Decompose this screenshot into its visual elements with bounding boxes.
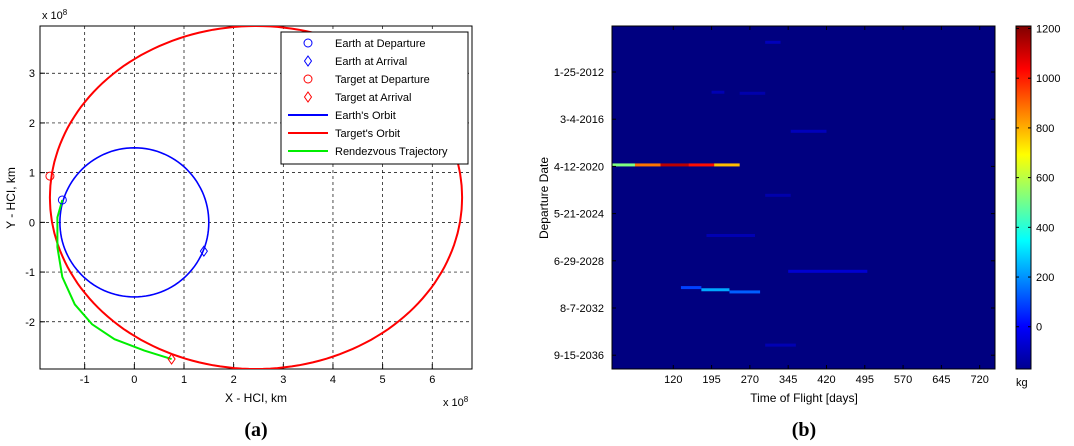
colorbar: 0 200 400 600 800 1000 1200 kg	[1016, 23, 1060, 389]
heatmap-cell	[740, 92, 766, 95]
orbit-x-tick-label: 5	[380, 374, 386, 386]
heatmap-y-axis-label: Departure Date	[537, 157, 551, 239]
heatmap-x-tick-label: 195	[702, 374, 720, 386]
heatmap-cell	[661, 163, 689, 166]
orbit-y-tick-label: 0	[29, 217, 35, 229]
orbit-legend: Earth at Departure Earth at Arrival Target…	[281, 32, 468, 164]
heatmap-cell	[714, 163, 740, 166]
heatmap-cell	[706, 234, 755, 237]
orbit-y-axis-label: Y - HCI, km	[4, 167, 18, 229]
heatmap-cell	[765, 194, 791, 197]
colorbar-tick-label: 400	[1036, 222, 1054, 234]
caption-a: (a)	[244, 419, 267, 441]
heatmap-x-tick-label: 720	[971, 374, 989, 386]
heatmap-y-tick-label: 3-4-2016	[560, 114, 604, 126]
heatmap-background	[612, 26, 995, 369]
heatmap-cell	[689, 163, 715, 166]
colorbar-tick-label: 1200	[1036, 23, 1060, 35]
legend-label-target-at-arrival: Target at Arrival	[335, 92, 411, 104]
orbit-x-tick-labels: -1 0 1 2 3 4 5 6	[80, 374, 436, 386]
heatmap-cell	[681, 286, 701, 289]
heatmap-x-tick-label: 420	[817, 374, 835, 386]
legend-label-earth-at-arrival: Earth at Arrival	[335, 56, 407, 68]
heatmap-cell	[788, 270, 867, 273]
heatmap-x-tick-label: 270	[741, 374, 759, 386]
heatmap-cell	[712, 91, 725, 94]
orbit-x-axis-label: X - HCI, km	[225, 391, 287, 405]
colorbar-gradient	[1016, 26, 1031, 369]
orbit-x-tick-label: 6	[429, 374, 435, 386]
orbit-x-tick-label: 4	[330, 374, 336, 386]
heatmap-x-tick-label: 495	[856, 374, 874, 386]
heatmap-cell	[765, 41, 780, 44]
caption-b: (b)	[792, 419, 816, 441]
heatmap-cell	[701, 288, 729, 291]
heatmap-cell	[635, 163, 661, 166]
heatmap-x-tick-label: 570	[894, 374, 912, 386]
colorbar-tick-label: 600	[1036, 173, 1054, 185]
colorbar-tick-label: 0	[1036, 322, 1042, 334]
heatmap-x-tick-label: 120	[664, 374, 682, 386]
heatmap-plot: 120 195 270 345 420 495 570 645 720 1-25-2012 3-4…	[537, 23, 1060, 441]
heatmap-x-axis-label: Time of Flight [days]	[750, 391, 858, 405]
orbit-y-tick-label: -2	[25, 317, 35, 329]
heatmap-cell	[729, 290, 760, 293]
orbit-x-multiplier-bottom: x 108	[443, 395, 469, 409]
heatmap-y-tick-label: 5-21-2024	[554, 209, 604, 221]
heatmap-y-tick-label: 8-7-2032	[560, 303, 604, 315]
heatmap-x-tick-label: 345	[779, 374, 797, 386]
orbit-y-tick-label: 2	[29, 118, 35, 130]
legend-label-target-at-departure: Target at Departure	[335, 74, 430, 86]
orbit-x-tick-label: 2	[231, 374, 237, 386]
orbit-x-multiplier: x 108	[42, 8, 68, 22]
legend-label-rendezvous-trajectory: Rendezvous Trajectory	[335, 146, 448, 158]
heatmap-cell	[765, 344, 796, 347]
legend-label-earth-at-departure: Earth at Departure	[335, 38, 426, 50]
orbit-x-tick-label: 1	[181, 374, 187, 386]
orbit-y-tick-label: 3	[29, 68, 35, 80]
orbit-x-tick-label: 3	[280, 374, 286, 386]
orbit-y-tick-label: 1	[29, 168, 35, 180]
legend-label-target-s-orbit: Target's Orbit	[335, 128, 400, 140]
heatmap-y-tick-label: 1-25-2012	[554, 67, 604, 79]
colorbar-tick-label: 200	[1036, 272, 1054, 284]
heatmap-y-tick-label: 4-12-2020	[554, 161, 604, 173]
orbit-x-tick-label: 0	[131, 374, 137, 386]
heatmap-cell	[791, 130, 827, 133]
legend-label-earth-s-orbit: Earth's Orbit	[335, 110, 396, 122]
colorbar-unit-label: kg	[1016, 377, 1028, 389]
orbit-x-tick-label: -1	[80, 374, 90, 386]
orbit-y-tick-labels: -2 -1 0 1 2 3	[25, 68, 35, 329]
orbit-plot: -1 0 1 2 3 4 5 6 -2 -1 0 1 2 3 x 108 x 108 X - HCI, …	[4, 8, 472, 441]
colorbar-tick-label: 1000	[1036, 73, 1060, 85]
heatmap-x-tick-label: 645	[932, 374, 950, 386]
heatmap-y-tick-label: 9-15-2036	[554, 350, 604, 362]
heatmap-y-tick-label: 6-29-2028	[554, 256, 604, 268]
colorbar-tick-label: 800	[1036, 123, 1054, 135]
orbit-y-tick-label: -1	[25, 267, 35, 279]
